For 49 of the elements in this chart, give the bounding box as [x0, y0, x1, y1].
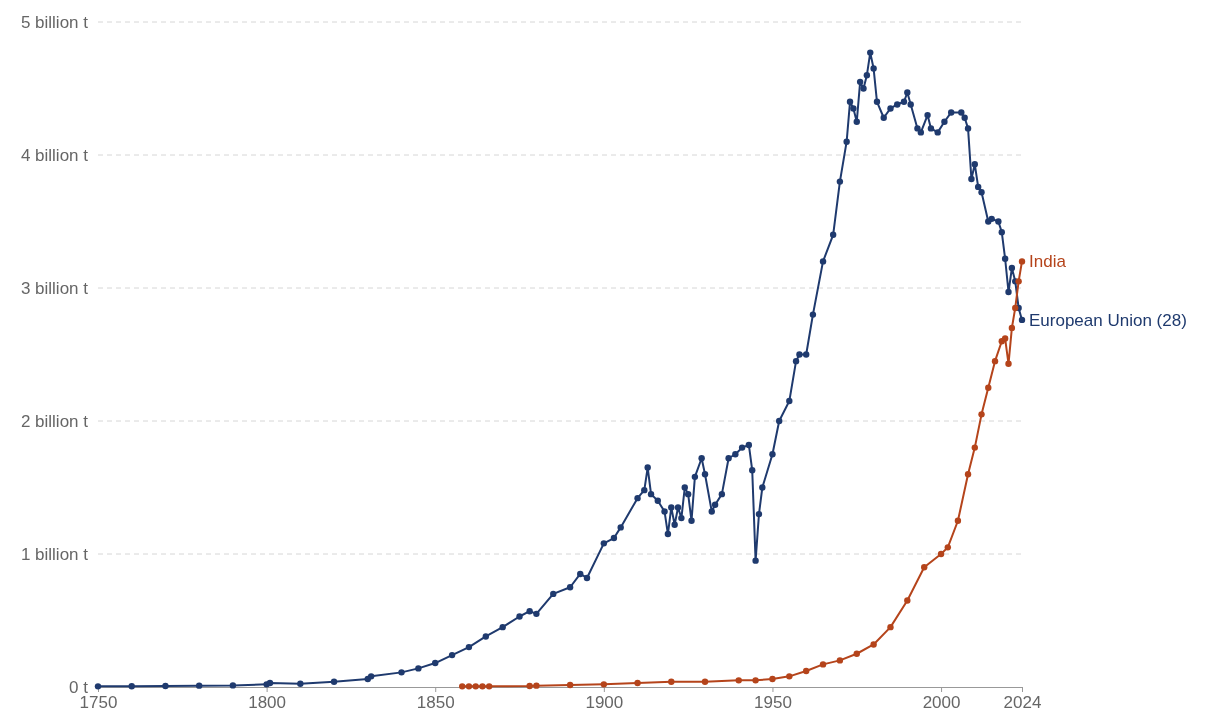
series-label: European Union (28)	[1029, 310, 1187, 330]
point	[465, 683, 473, 690]
x-tick-label: 2000	[922, 693, 961, 713]
point	[735, 677, 742, 684]
y-tick-label: 1 billion t	[20, 544, 89, 564]
point	[600, 681, 608, 688]
point	[991, 357, 999, 365]
point	[870, 641, 877, 648]
x-tick-label: 1850	[416, 693, 455, 713]
y-tick-label: 3 billion t	[20, 278, 89, 298]
series-label: India	[1029, 252, 1067, 272]
point	[819, 661, 827, 668]
point	[937, 550, 945, 558]
y-tick-label: 4 billion t	[20, 145, 89, 165]
point	[802, 667, 810, 675]
point	[853, 650, 860, 657]
point	[701, 678, 709, 685]
point	[971, 444, 978, 451]
point	[566, 681, 574, 689]
point	[944, 544, 952, 551]
point	[459, 683, 466, 690]
point	[533, 682, 540, 689]
point	[1018, 258, 1026, 265]
x-tick-label: 1800	[248, 693, 287, 713]
point	[472, 683, 479, 690]
x-tick-label: 2024	[1003, 693, 1042, 713]
x-tick-label: 1950	[754, 693, 792, 713]
point	[954, 517, 962, 524]
point	[485, 683, 493, 690]
y-tick-label: 2 billion t	[20, 411, 89, 431]
point	[921, 564, 928, 571]
point	[668, 678, 675, 685]
point	[526, 682, 533, 690]
point	[964, 471, 972, 478]
point	[479, 683, 486, 690]
y-tick-label: 5 billion t	[20, 12, 89, 32]
point	[634, 679, 641, 687]
point	[887, 623, 894, 631]
point	[1005, 360, 1012, 368]
point	[836, 657, 844, 664]
point	[1001, 335, 1009, 342]
point	[985, 384, 992, 391]
x-tick-label: 1900	[585, 693, 624, 713]
point	[904, 597, 911, 604]
point	[769, 675, 776, 683]
point	[978, 411, 985, 418]
point	[786, 673, 793, 680]
point	[752, 677, 759, 684]
point	[1008, 324, 1016, 332]
